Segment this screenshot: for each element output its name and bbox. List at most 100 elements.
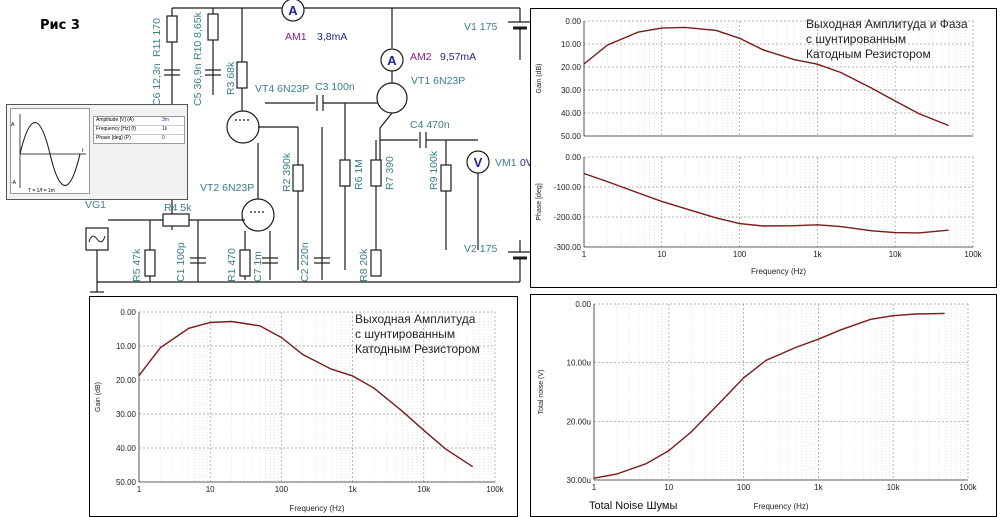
x-axis-title: Frequency (Hz): [289, 504, 344, 513]
data-point: [593, 477, 595, 479]
param-name: Amplitude [V] (A): [96, 117, 134, 123]
y-tick-label: -300.00: [554, 243, 582, 252]
data-point: [138, 374, 140, 377]
x-tick-label: 100: [733, 250, 747, 259]
label-vt2: VT2 6N23P: [200, 182, 254, 194]
data-point: [583, 63, 585, 65]
chart-bottom-gain: 0.00 10.00 20.00 30.00 40.00 50.001 10 100 1k 10k…: [95, 308, 505, 513]
generator-params-table: Amplitude [V] (A) 3m Frequency [Hz] (f) …: [93, 116, 185, 144]
x-tick-label: 100k: [964, 250, 982, 259]
label-v1: V1 175: [464, 21, 497, 33]
series-line: [583, 172, 949, 234]
figure-title: Рис 3: [40, 18, 80, 33]
param-value: 0: [162, 135, 165, 141]
y-tick-label: 50.00: [561, 132, 582, 141]
y-tick-label: -200.00: [554, 213, 582, 222]
data-point: [661, 200, 663, 202]
data-point: [606, 181, 609, 183]
data-point: [762, 49, 764, 51]
x-tick-label: 10k: [887, 483, 901, 492]
vg1-generator-icon: [88, 235, 106, 243]
data-point: [373, 387, 375, 389]
y-tick-label: -100.00: [554, 183, 582, 192]
label-r7: R7 390: [384, 156, 396, 190]
label-v2: V2 175: [464, 243, 497, 255]
data-point: [471, 465, 473, 467]
x-tick-label: 100: [737, 483, 751, 492]
data-point: [795, 346, 797, 349]
data-point: [637, 192, 639, 194]
data-point: [947, 124, 949, 127]
data-point: [918, 112, 920, 115]
data-point: [690, 431, 692, 433]
data-point: [947, 229, 949, 231]
am1-symbol: A: [288, 3, 298, 18]
y-tick-label: 10.00u: [567, 359, 591, 368]
label-r6: R6 1M: [353, 159, 365, 190]
data-point: [606, 44, 609, 46]
x-tick-label: 10k: [417, 485, 431, 494]
x-tick-label: 100k: [486, 485, 504, 494]
data-point: [583, 172, 585, 175]
label-vg1: VG1: [85, 199, 106, 211]
param-value: 1k: [162, 126, 168, 132]
y-tick-label: 0.00: [565, 17, 581, 26]
x-tick-label: 100: [275, 485, 289, 494]
label-vm1: VM1: [495, 157, 517, 169]
x-tick-label: 1: [582, 250, 587, 259]
data-point: [739, 37, 741, 39]
data-point: [892, 315, 894, 317]
x-tick-label: 100k: [959, 483, 977, 492]
param-name: Phase [deg] (P): [96, 135, 131, 141]
data-point: [330, 368, 332, 370]
y-tick-label: 30.00u: [567, 476, 591, 485]
data-point: [615, 473, 618, 475]
data-point: [188, 327, 190, 329]
y-tick-label: 40.00: [561, 109, 582, 118]
chart-panel-noise: 0.00 10.00u 20.00u 30.00u 1 10 100 1k 10k 100k Tot…: [530, 294, 997, 517]
data-point: [259, 325, 261, 327]
data-point: [231, 320, 233, 323]
data-point: [894, 232, 896, 234]
label-r10: R10 8,65k: [192, 11, 204, 60]
label-r1: R1 470: [226, 248, 238, 282]
label-r8: R8 20k: [358, 248, 370, 282]
generator-settings-inset: A -A t T = 1/f = 1m Amplitude [V] (A) 3m…: [6, 104, 188, 200]
bottom-chart-caption: Выходная Амплитуда с шунтированным Катод…: [355, 312, 480, 356]
waveform-neg-a-label: -A: [11, 180, 17, 186]
x-tick-label: 1: [137, 485, 142, 494]
vm1-value: 0V: [520, 157, 530, 169]
y-tick-label: 0.00: [120, 308, 136, 317]
data-point: [720, 400, 722, 402]
data-point: [668, 450, 670, 452]
waveform-t-label: t: [82, 148, 84, 154]
data-point: [743, 377, 745, 379]
x-tick-label: 1: [592, 483, 597, 492]
y-tick-label: 0.00: [575, 300, 591, 309]
y-tick-label: 40.00: [116, 444, 137, 453]
label-c3: C3 100n: [315, 81, 355, 93]
data-point: [684, 208, 686, 210]
x-axis-title: Frequency (Hz): [751, 267, 806, 276]
y-tick-label: 10.00: [116, 342, 137, 351]
label-r11: R11 170: [151, 18, 163, 57]
data-point: [661, 27, 663, 29]
param-name: Frequency [Hz] (f): [96, 126, 137, 132]
y-axis-title: Gain (dB): [536, 64, 543, 94]
x-tick-label: 10: [206, 485, 215, 494]
data-point: [817, 338, 819, 340]
x-tick-label: 1k: [813, 250, 822, 259]
label-c1: C1 100p: [175, 242, 187, 282]
param-value: 3m: [162, 117, 169, 123]
y-tick-label: 50.00: [116, 478, 137, 487]
top-chart-caption: Выходная Амплитуда и Фаза с шунтированны…: [806, 17, 968, 61]
chart-panel-amplitude-phase: 0.00 10.00 20.00 30.00 40.00 50.00 Gain (dB) 0…: [530, 8, 997, 288]
am2-symbol: A: [387, 53, 397, 68]
y-tick-label: 30.00: [561, 86, 582, 95]
x-tick-label: 10k: [889, 250, 903, 259]
label-r9: R9 100k: [428, 150, 440, 190]
chart-top-gain: 0.00 10.00 20.00 30.00 40.00 50.00 Gain (dB): [536, 17, 974, 141]
generator-param-row: Phase [deg] (P) 0: [94, 135, 184, 143]
label-r4: R4 5k: [164, 202, 192, 214]
